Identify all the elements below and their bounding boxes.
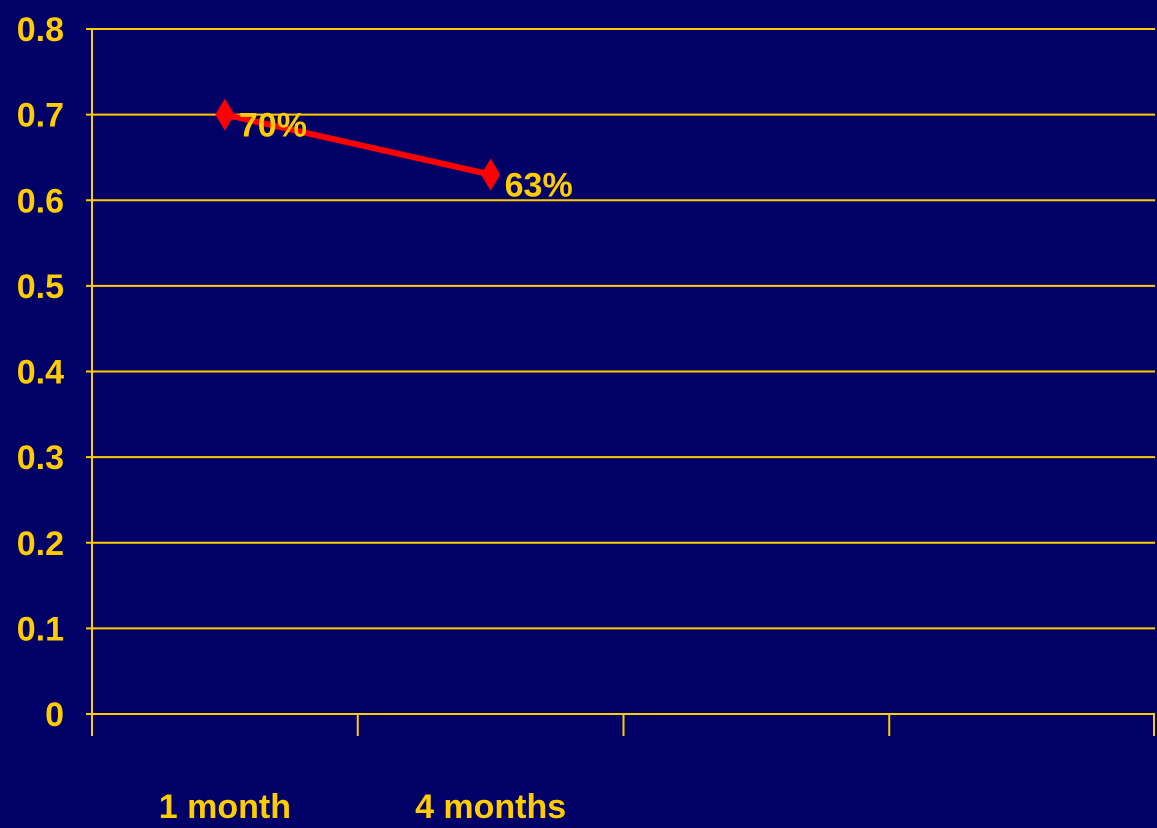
y-tick-label: 0.4 [17,354,64,392]
data-labels: 70% 63% [239,107,573,205]
y-tick-label: 0.1 [17,610,64,648]
x-category-label: 1 month [159,788,291,826]
y-tick-label: 0.7 [17,97,64,135]
y-tick-label: 0.2 [17,525,64,563]
x-category-label: 4 months [415,788,566,826]
data-point-marker [215,98,235,131]
axes [86,28,1155,736]
gridlines [92,28,1155,630]
series-line [224,111,492,178]
x-axis-category-labels: 1 month 4 months [159,788,566,826]
data-label: 63% [505,167,573,205]
y-tick-label: 0.5 [17,268,64,306]
y-axis-tick-labels: 0 0.1 0.2 0.3 0.4 0.5 0.6 0.7 0.8 [17,11,64,734]
y-tick-label: 0.6 [17,182,64,220]
data-point-marker [481,158,501,191]
y-tick-label: 0 [45,696,64,734]
y-tick-label: 0.3 [17,439,64,477]
data-label: 70% [239,107,307,145]
y-tick-label: 0.8 [17,11,64,49]
data-series [215,98,501,191]
